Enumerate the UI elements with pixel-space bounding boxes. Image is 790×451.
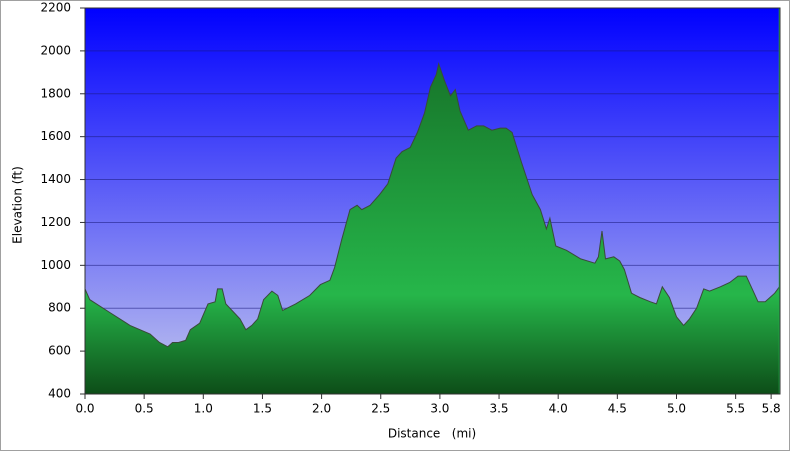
y-tick-label: 1200 <box>40 215 71 229</box>
y-tick-label: 1800 <box>40 86 71 100</box>
y-tick-label: 1000 <box>40 258 71 272</box>
x-tick-label: 4.0 <box>549 402 568 416</box>
elevation-area <box>85 63 780 395</box>
y-tick-label: 1400 <box>40 172 71 186</box>
x-tick-label: 5.8 <box>762 402 781 416</box>
y-tick-label: 400 <box>48 387 71 401</box>
x-tick-label: 1.5 <box>253 402 272 416</box>
plot-border <box>84 7 781 395</box>
elevation-line <box>84 61 780 348</box>
x-tick-label: 3.0 <box>430 402 449 416</box>
y-tick-label: 1600 <box>40 129 71 143</box>
x-axis-label: Distance (mi) <box>388 427 476 441</box>
x-tick-label: 2.5 <box>371 402 390 416</box>
y-tick-label: 600 <box>48 344 71 358</box>
y-axis-label: Elevation (ft) <box>11 166 25 244</box>
x-tick-label: 5.5 <box>726 402 745 416</box>
x-tick-label: 1.0 <box>194 402 213 416</box>
x-tick-label: 0.0 <box>75 402 94 416</box>
x-tick-label: 5.0 <box>667 402 686 416</box>
x-tick-label: 2.0 <box>312 402 331 416</box>
y-tick-label: 2000 <box>40 43 71 57</box>
x-tick-label: 4.5 <box>608 402 627 416</box>
y-tick-label: 800 <box>48 301 71 315</box>
x-tick-label: 0.5 <box>135 402 154 416</box>
y-tick-label: 2200 <box>40 1 71 15</box>
x-tick-label: 3.5 <box>489 402 508 416</box>
